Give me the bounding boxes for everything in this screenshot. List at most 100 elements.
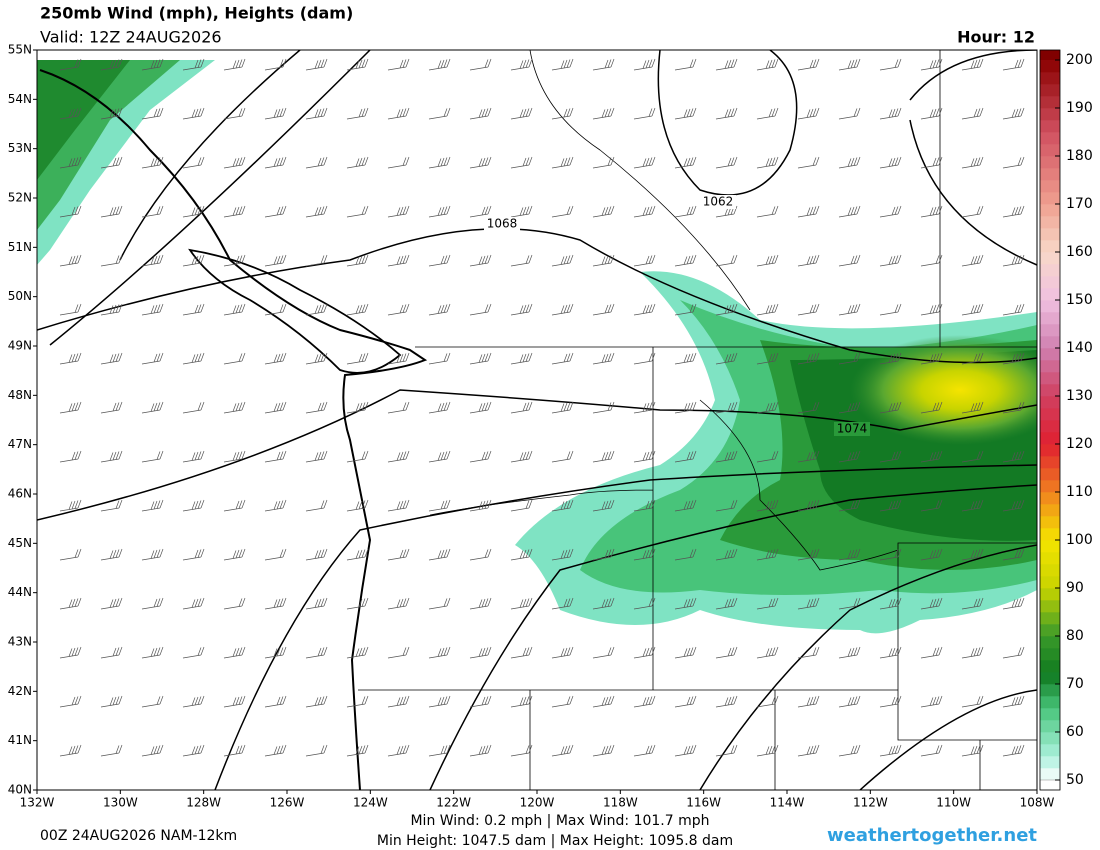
wind-barb: [633, 548, 656, 561]
wind-barb: [387, 695, 410, 708]
wind-barb: [264, 744, 287, 757]
wind-barb: [756, 695, 779, 708]
wind-barb: [305, 695, 328, 708]
wind-barb: [551, 450, 574, 463]
lon-label: 120W: [520, 796, 555, 810]
wind-barb: [428, 646, 451, 659]
wind-barb: [510, 499, 533, 512]
wind-barb: [838, 499, 861, 512]
wind-barb: [59, 205, 82, 218]
wind-barb: [510, 401, 533, 414]
colorbar-label: 80: [1066, 628, 1084, 644]
wind-barb: [346, 107, 369, 120]
wind-barb: [1002, 156, 1025, 169]
wind-barb: [633, 401, 656, 414]
lat-label: 50N: [8, 289, 32, 303]
wind-barb: [305, 597, 328, 610]
height-contour: [37, 228, 1037, 364]
wind-barb: [1002, 646, 1025, 659]
wind-barb: [346, 450, 369, 463]
wind-barb: [674, 303, 697, 316]
wind-barb: [264, 499, 287, 512]
colorbar-bin: [1040, 264, 1060, 277]
wind-barb: [428, 548, 451, 561]
wind-barb: [674, 352, 697, 365]
lon-label: 122W: [436, 796, 471, 810]
lat-label: 44N: [8, 585, 32, 599]
wind-barb: [961, 646, 984, 659]
wind-barb: [223, 744, 246, 757]
colorbar-bin: [1040, 756, 1060, 769]
wind-barb: [756, 744, 779, 757]
colorbar-bin: [1040, 300, 1060, 313]
wind-barb: [305, 450, 328, 463]
wind-barb: [592, 254, 615, 267]
wind-barb: [305, 744, 328, 757]
wind-barb: [387, 352, 410, 365]
coastline: [39, 69, 428, 790]
wind-barb: [387, 254, 410, 267]
wind-barb: [715, 695, 738, 708]
wind-barb: [59, 597, 82, 610]
wind-barb: [838, 254, 861, 267]
wind-barb: [469, 107, 492, 120]
wind-barb: [756, 646, 779, 659]
lat-label: 54N: [8, 92, 32, 106]
wind-barb: [797, 107, 820, 120]
lat-label: 47N: [8, 437, 32, 451]
wind-barb: [551, 548, 574, 561]
wind-barb: [961, 548, 984, 561]
wind-barb: [756, 548, 779, 561]
wind-barb: [346, 58, 369, 71]
lat-label: 43N: [8, 635, 32, 649]
wind-barb: [182, 450, 205, 463]
wind-barb: [838, 744, 861, 757]
wind-barb: [305, 401, 328, 414]
wind-barb: [879, 499, 902, 512]
wind-barb: [920, 303, 943, 316]
wind-barb: [264, 352, 287, 365]
wind-barb: [551, 352, 574, 365]
wind-barb: [387, 597, 410, 610]
colorbar-bin: [1040, 396, 1060, 409]
wind-barb: [551, 401, 574, 414]
wind-barb: [756, 499, 779, 512]
lon-label: 108W: [1020, 796, 1055, 810]
wind-barb: [428, 499, 451, 512]
wind-barb: [387, 744, 410, 757]
wind-barb: [100, 450, 123, 463]
colorbar-bin: [1040, 552, 1060, 565]
colorbar-label: 190: [1066, 100, 1093, 116]
colorbar-bin: [1040, 336, 1060, 349]
wind-barb: [674, 597, 697, 610]
wind-barb: [592, 303, 615, 316]
wind-barb: [469, 744, 492, 757]
colorbar-bin: [1040, 120, 1060, 133]
wind-barb: [1002, 744, 1025, 757]
wind-barb: [182, 303, 205, 316]
wind-barb: [838, 352, 861, 365]
colorbar-bin: [1040, 648, 1060, 661]
wind-barb: [674, 744, 697, 757]
colorbar-bin: [1040, 228, 1060, 241]
wind-barb: [797, 499, 820, 512]
wind-barb: [592, 450, 615, 463]
colorbar-bin: [1040, 672, 1060, 685]
colorbar-bin: [1040, 504, 1060, 517]
lon-label: 116W: [686, 796, 721, 810]
wind-barb: [592, 695, 615, 708]
lat-label: 53N: [8, 141, 32, 155]
lon-label: 114W: [770, 796, 805, 810]
wind-barb: [387, 401, 410, 414]
wind-barbs: [59, 58, 1025, 757]
wind-barb: [264, 597, 287, 610]
wind-barb: [182, 744, 205, 757]
wind-barb: [633, 695, 656, 708]
colorbar-bin: [1040, 612, 1060, 625]
colorbar-bin: [1040, 192, 1060, 205]
wind-barb: [387, 499, 410, 512]
colorbar-bin: [1040, 636, 1060, 649]
wind-barb: [428, 156, 451, 169]
wind-barb: [674, 156, 697, 169]
colorbar-bin: [1040, 732, 1060, 745]
